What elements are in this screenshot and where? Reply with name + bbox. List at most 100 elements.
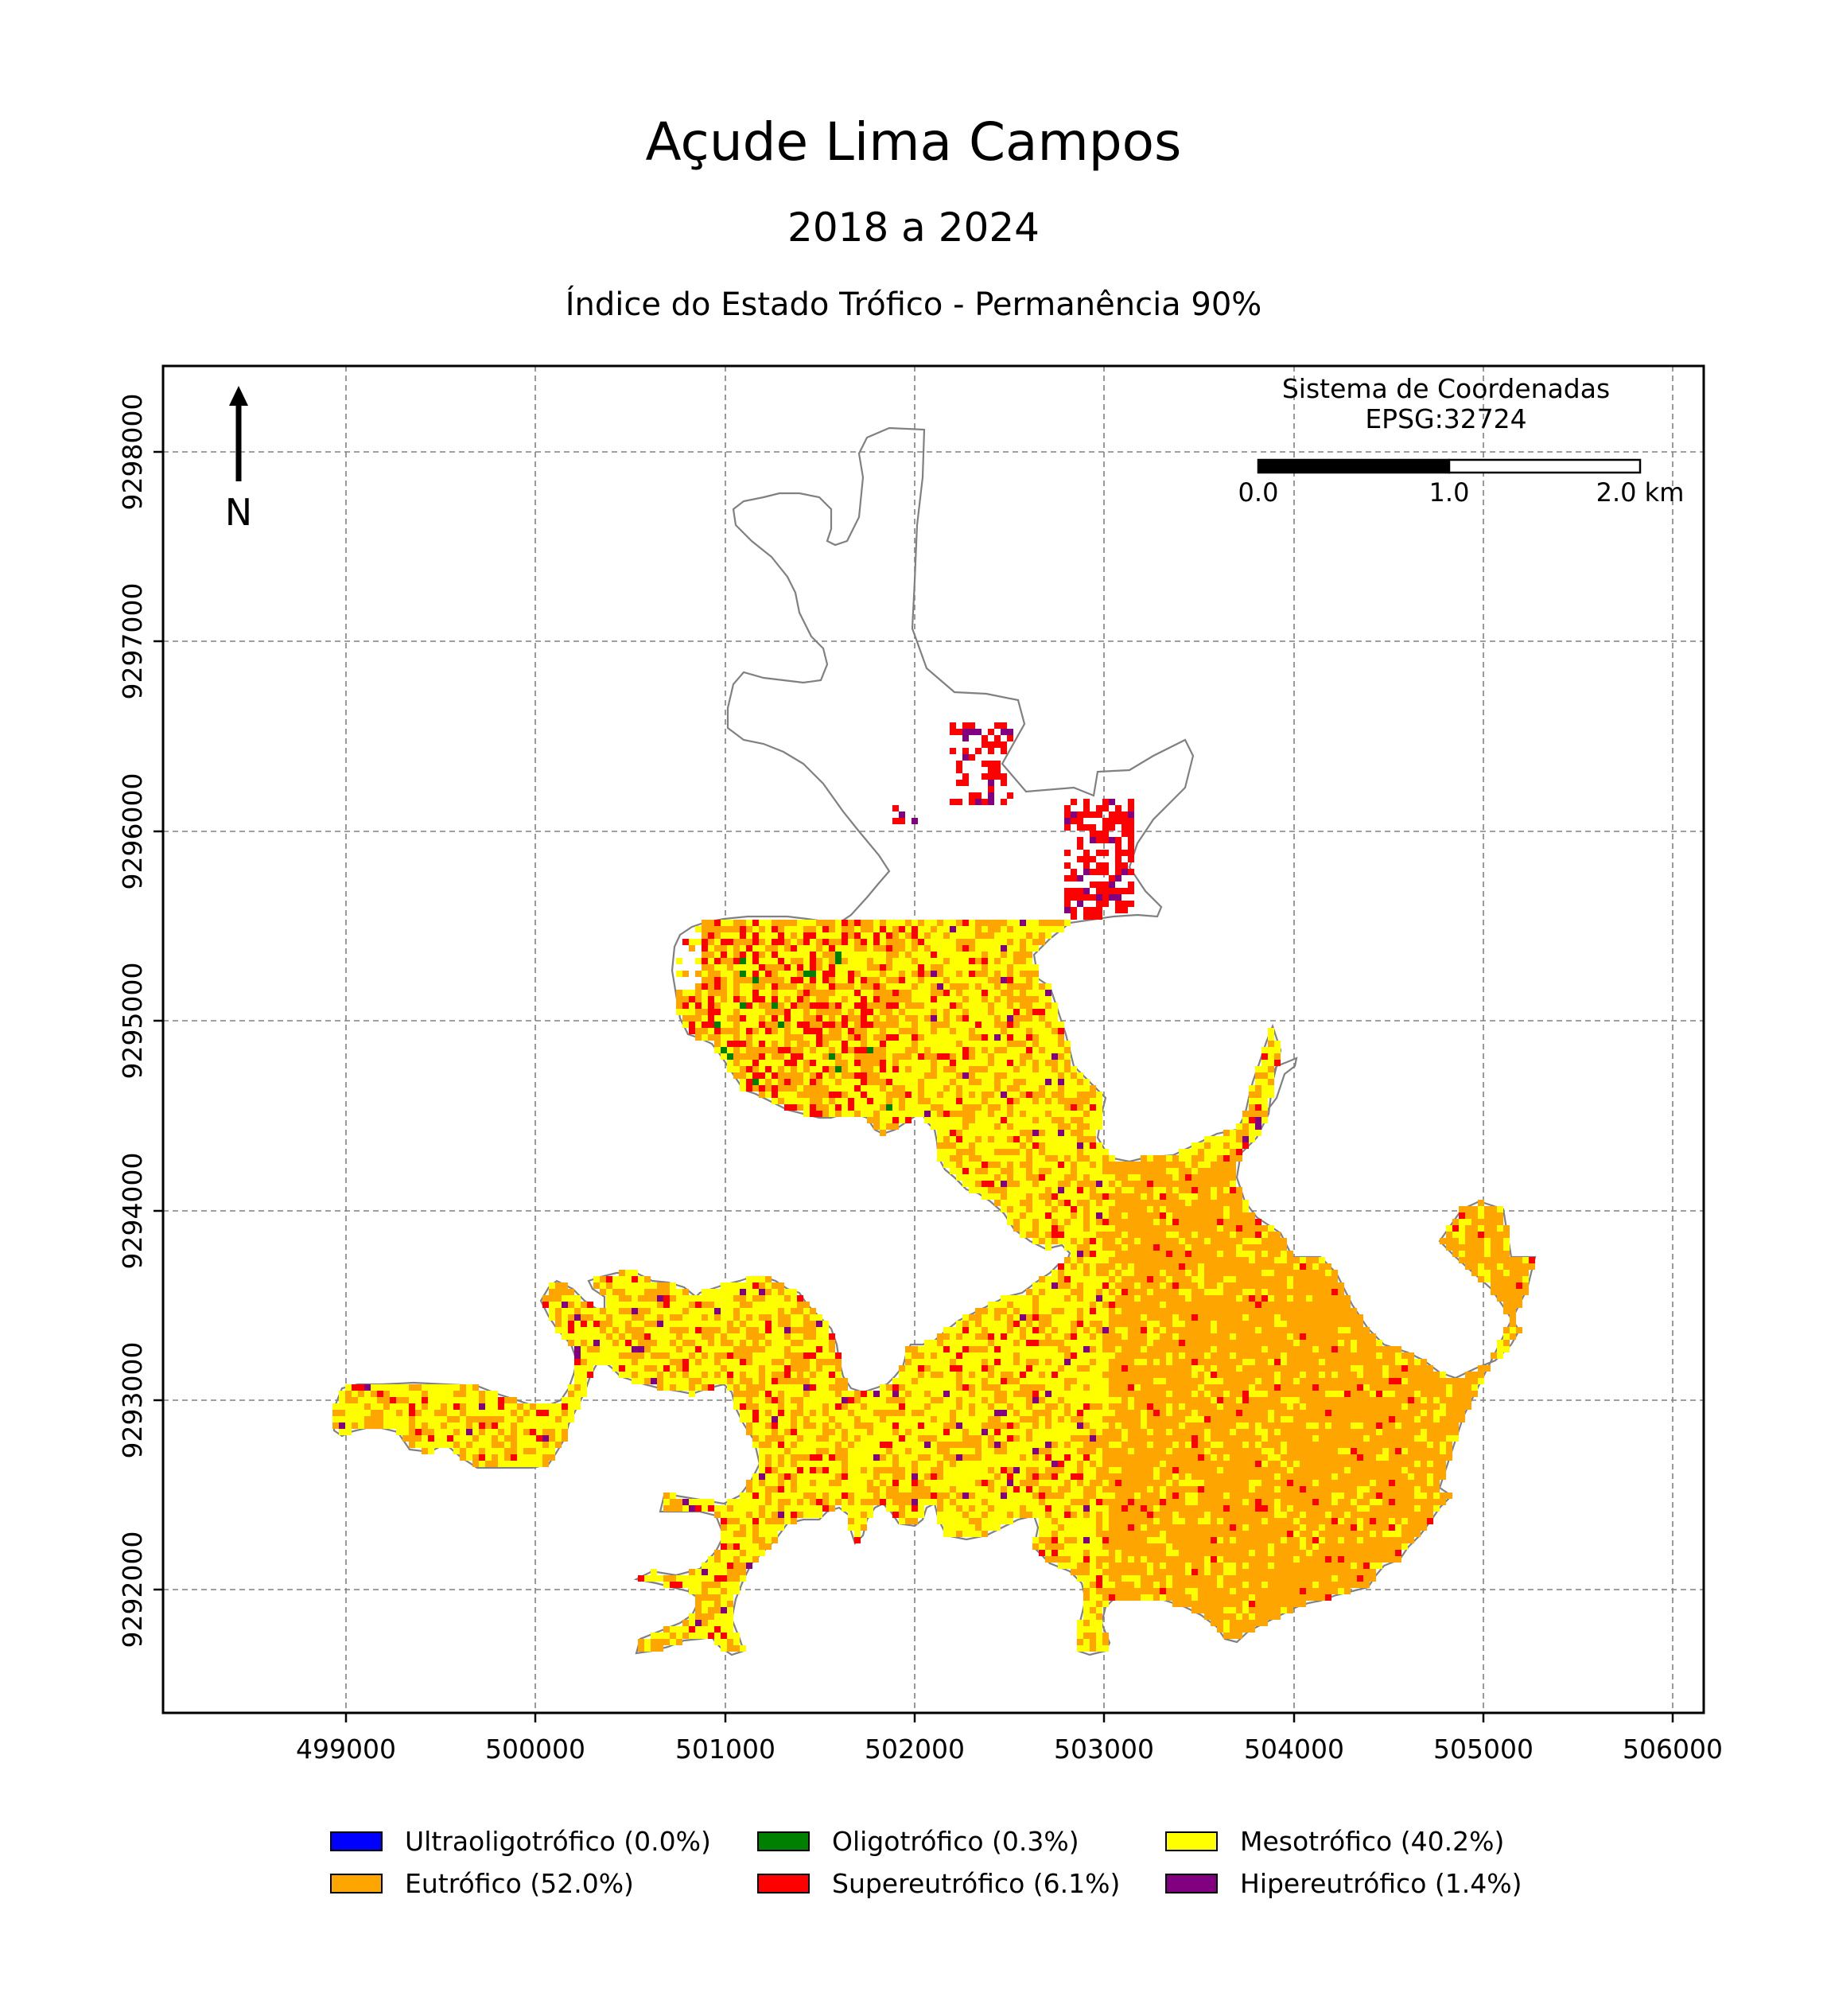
raster-cell [1077, 1263, 1083, 1270]
raster-cell [1128, 1162, 1134, 1168]
raster-cell [746, 1085, 752, 1092]
raster-cell [619, 1359, 625, 1365]
raster-cell [1032, 1174, 1039, 1181]
raster-cell [702, 1359, 708, 1365]
raster-cell [1090, 1340, 1096, 1346]
raster-cell [1300, 1276, 1306, 1282]
raster-cell [861, 1053, 867, 1060]
raster-cell [1217, 1314, 1223, 1321]
raster-cell [765, 1028, 772, 1034]
raster-cell [1109, 1257, 1115, 1263]
raster-cell [880, 1111, 886, 1117]
raster-cell [568, 1327, 574, 1333]
raster-cell [721, 1282, 727, 1289]
raster-cell [1223, 1314, 1230, 1321]
raster-cell [733, 1359, 740, 1365]
raster-cell [861, 945, 867, 952]
raster-cell [873, 1002, 880, 1009]
raster-cell [765, 1340, 772, 1346]
raster-cell [1312, 1295, 1319, 1302]
raster-cell [1172, 1314, 1179, 1321]
raster-cell [447, 1384, 453, 1391]
raster-cell [1045, 1015, 1051, 1022]
raster-cell [1013, 958, 1020, 964]
raster-cell [962, 926, 969, 932]
raster-cell [1013, 1200, 1020, 1206]
raster-cell [1172, 1372, 1179, 1378]
raster-cell [982, 1333, 988, 1340]
raster-cell [1331, 1372, 1338, 1378]
raster-cell [1058, 1022, 1064, 1028]
raster-cell [1153, 1155, 1160, 1162]
raster-cell [778, 964, 784, 971]
raster-cell [892, 1111, 899, 1117]
raster-cell [1312, 1270, 1319, 1276]
raster-cell [759, 1327, 765, 1333]
raster-cell [1020, 1378, 1026, 1384]
raster-cell [1115, 837, 1121, 843]
raster-cell [962, 1072, 969, 1079]
raster-cell [1058, 1365, 1064, 1372]
raster-cell [988, 926, 994, 932]
raster-cell [905, 945, 912, 952]
raster-cell [651, 1372, 657, 1378]
raster-cell [1217, 1193, 1223, 1200]
raster-cell [950, 1359, 956, 1365]
raster-cell [1141, 1232, 1147, 1238]
raster-cell [1204, 1206, 1211, 1212]
raster-cell [689, 939, 695, 945]
raster-cell [1090, 1359, 1096, 1365]
raster-cell [905, 1022, 912, 1028]
raster-cell [772, 1372, 778, 1378]
raster-cell [1020, 1072, 1026, 1079]
raster-cell [1516, 1263, 1522, 1270]
raster-cell [759, 996, 765, 1002]
raster-cell [1032, 926, 1039, 932]
raster-cell [1013, 1295, 1020, 1302]
raster-cell [1051, 1219, 1058, 1225]
raster-cell [994, 773, 1001, 780]
raster-cell [962, 780, 969, 786]
raster-cell [975, 1060, 982, 1066]
raster-cell [982, 1187, 988, 1193]
raster-cell [1058, 1117, 1064, 1123]
raster-cell [568, 1308, 574, 1314]
raster-cell [1357, 1314, 1363, 1321]
raster-cell [1051, 1365, 1058, 1372]
raster-cell [1045, 1162, 1051, 1168]
raster-cell [937, 1060, 943, 1066]
raster-cell [899, 1015, 905, 1022]
raster-cell [1109, 1181, 1115, 1187]
raster-cell [1306, 1346, 1312, 1352]
raster-cell [924, 1092, 931, 1098]
raster-cell [1134, 1378, 1141, 1384]
raster-cell [772, 1295, 778, 1302]
raster-cell [892, 818, 899, 824]
raster-cell [1102, 818, 1109, 824]
raster-cell [1115, 1257, 1121, 1263]
raster-cell [886, 990, 892, 996]
raster-cell [969, 971, 975, 977]
raster-cell [1338, 1333, 1344, 1340]
raster-cell [752, 964, 759, 971]
raster-cell [1083, 1193, 1090, 1200]
raster-cell [1484, 1257, 1491, 1263]
raster-cell [791, 996, 797, 1002]
raster-cell [1147, 1333, 1153, 1340]
raster-cell [937, 1002, 943, 1009]
raster-cell [708, 1372, 714, 1378]
raster-cell [772, 1327, 778, 1333]
raster-cell [1026, 1174, 1032, 1181]
raster-cell [969, 1085, 975, 1092]
raster-cell [1020, 1372, 1026, 1378]
raster-cell [797, 1053, 803, 1060]
raster-cell [1039, 1174, 1045, 1181]
raster-cell [880, 1098, 886, 1104]
raster-cell [1293, 1346, 1300, 1352]
raster-cell [982, 1352, 988, 1359]
raster-cell [549, 1289, 555, 1295]
raster-cell [676, 1359, 682, 1365]
raster-cell [842, 1079, 848, 1085]
raster-cell [1166, 1257, 1172, 1263]
raster-cell [975, 748, 982, 754]
